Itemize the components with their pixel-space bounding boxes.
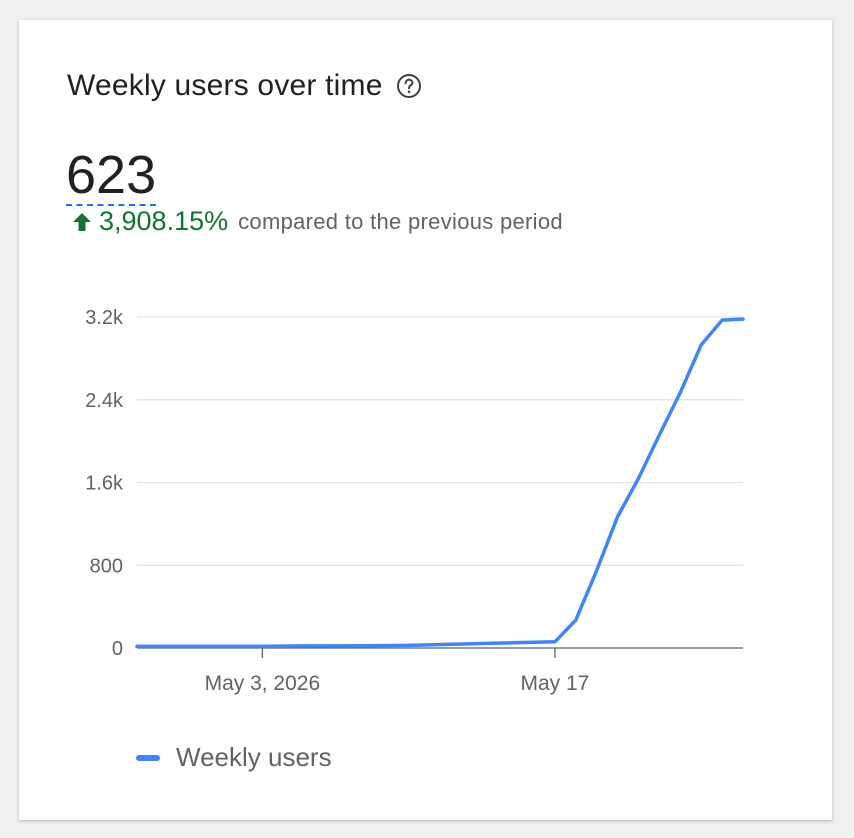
y-tick-label: 2.4k xyxy=(85,390,124,412)
data-point xyxy=(218,644,223,649)
data-point xyxy=(490,641,494,645)
x-tick-label: May 17 xyxy=(520,672,589,695)
x-tick-label: May 3, 2026 xyxy=(205,672,321,695)
help-circle-icon[interactable] xyxy=(395,72,423,100)
metric-value[interactable]: 623 xyxy=(66,145,157,206)
change-description: compared to the previous period xyxy=(238,208,563,234)
data-point xyxy=(616,515,620,519)
y-tick-label: 1.6k xyxy=(85,473,124,495)
y-tick-label: 3.2k xyxy=(85,307,124,329)
y-tick-label: 0 xyxy=(112,638,123,660)
change-indicator: 3,908.15% compared to the previous perio… xyxy=(71,206,563,237)
y-tick-label: 800 xyxy=(90,555,123,577)
data-point xyxy=(302,644,306,648)
data-point xyxy=(678,390,682,395)
data-point xyxy=(553,640,557,644)
card-header: Weekly users over time xyxy=(67,69,423,103)
line-chart: 0 800 1.6k 2.4k 3.2k May 3, 2026 May 17 xyxy=(85,307,745,695)
data-point xyxy=(657,433,662,437)
weekly-users-card: Weekly users over time 623 3,908.15% com… xyxy=(19,20,832,820)
change-percent: 3,908.15% xyxy=(99,206,229,236)
data-point xyxy=(260,644,264,649)
data-point xyxy=(574,618,578,622)
data-point xyxy=(636,476,641,480)
data-point xyxy=(720,318,724,322)
data-point xyxy=(365,644,369,648)
card-title: Weekly users over time xyxy=(67,69,383,102)
legend-label: Weekly users xyxy=(176,742,332,772)
data-point xyxy=(595,568,599,573)
data-point xyxy=(741,317,745,321)
chart-legend: Weekly users xyxy=(136,742,332,773)
legend-swatch xyxy=(136,754,160,761)
data-point xyxy=(407,643,411,648)
arrow-up-icon xyxy=(73,212,91,231)
data-point xyxy=(135,644,139,649)
data-point xyxy=(699,343,703,347)
